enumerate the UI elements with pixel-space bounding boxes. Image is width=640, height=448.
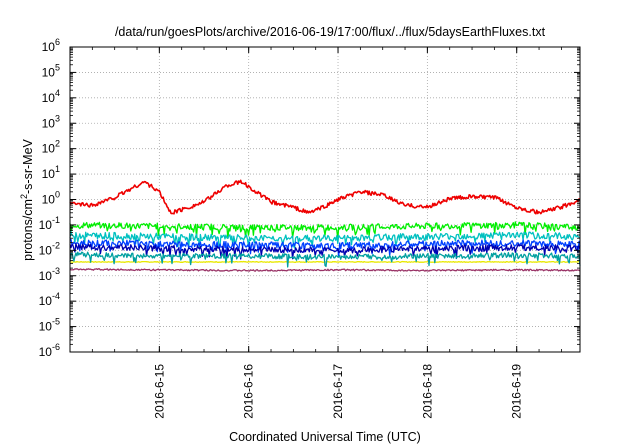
series-line-1 [69,221,581,240]
x-tick-label: 2016-6-17 [331,364,345,419]
series-line-2 [69,231,581,249]
y-axis-ticks: 10-6 10-5 10-4 10-3 10-2 10-1 100 101 102 103 104 1… [39,37,580,359]
x-axis-ticks: 2016-6-15 2016-6-16 2016-6-17 2016-6-18 2016… [69,47,562,419]
y-tick-label: 103 [42,113,60,130]
y-tick-label: 10-3 [39,266,60,283]
series-line-5 [69,251,581,268]
series-line-7 [69,268,581,272]
y-tick-label: 105 [42,62,60,79]
y-tick-label: 10-4 [39,291,60,308]
y-tick-label: 106 [42,37,60,54]
y-axis-label: protons/cm2-s-sr-MeV [19,138,35,260]
y-tick-label: 10-1 [39,215,60,232]
x-axis-label: Coordinated Universal Time (UTC) [229,430,421,444]
y-tick-label: 100 [42,190,60,207]
series-line-4 [69,243,581,260]
y-tick-label: 104 [42,88,60,105]
data-series [69,179,581,272]
x-tick-label: 2016-6-15 [152,364,166,419]
x-tick-label: 2016-6-19 [510,364,524,419]
chart-title: /data/run/goesPlots/archive/2016-06-19/1… [115,25,546,39]
y-tick-label: 102 [42,139,60,156]
y-tick-label: 10-6 [39,342,60,359]
y-tick-label: 10-2 [39,240,60,257]
grid-lines [70,47,580,352]
x-tick-label: 2016-6-18 [420,364,434,419]
y-tick-label: 101 [42,164,60,181]
series-line-0 [69,179,581,215]
x-tick-label: 2016-6-16 [242,364,256,419]
y-tick-label: 10-5 [39,317,60,334]
